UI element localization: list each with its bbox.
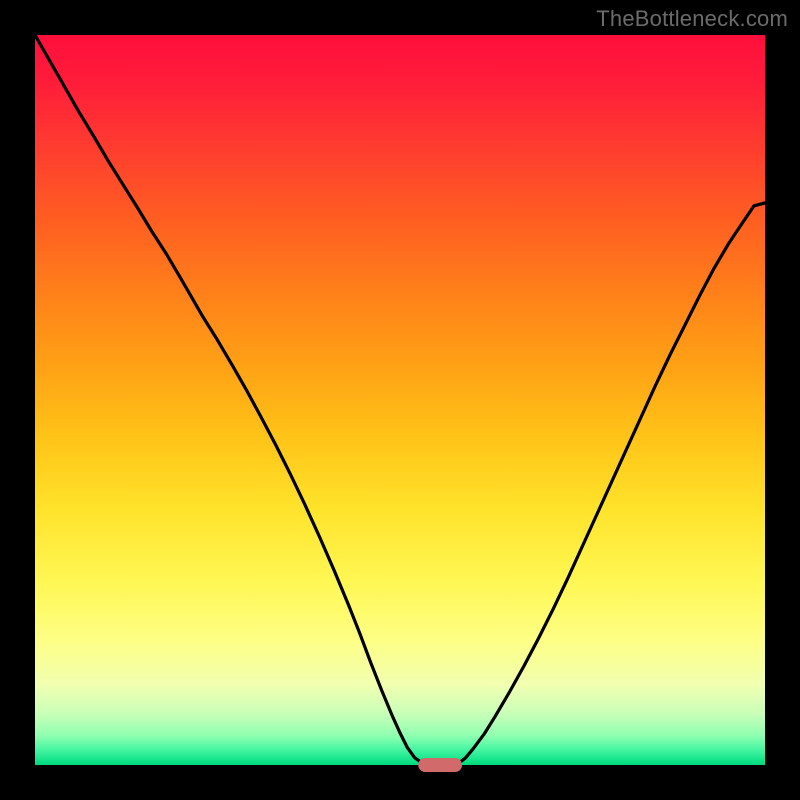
chart-svg bbox=[0, 0, 800, 800]
chart-container: TheBottleneck.com bbox=[0, 0, 800, 800]
optimal-marker bbox=[418, 758, 462, 772]
watermark-text: TheBottleneck.com bbox=[596, 6, 788, 32]
chart-plot-area bbox=[35, 35, 765, 765]
